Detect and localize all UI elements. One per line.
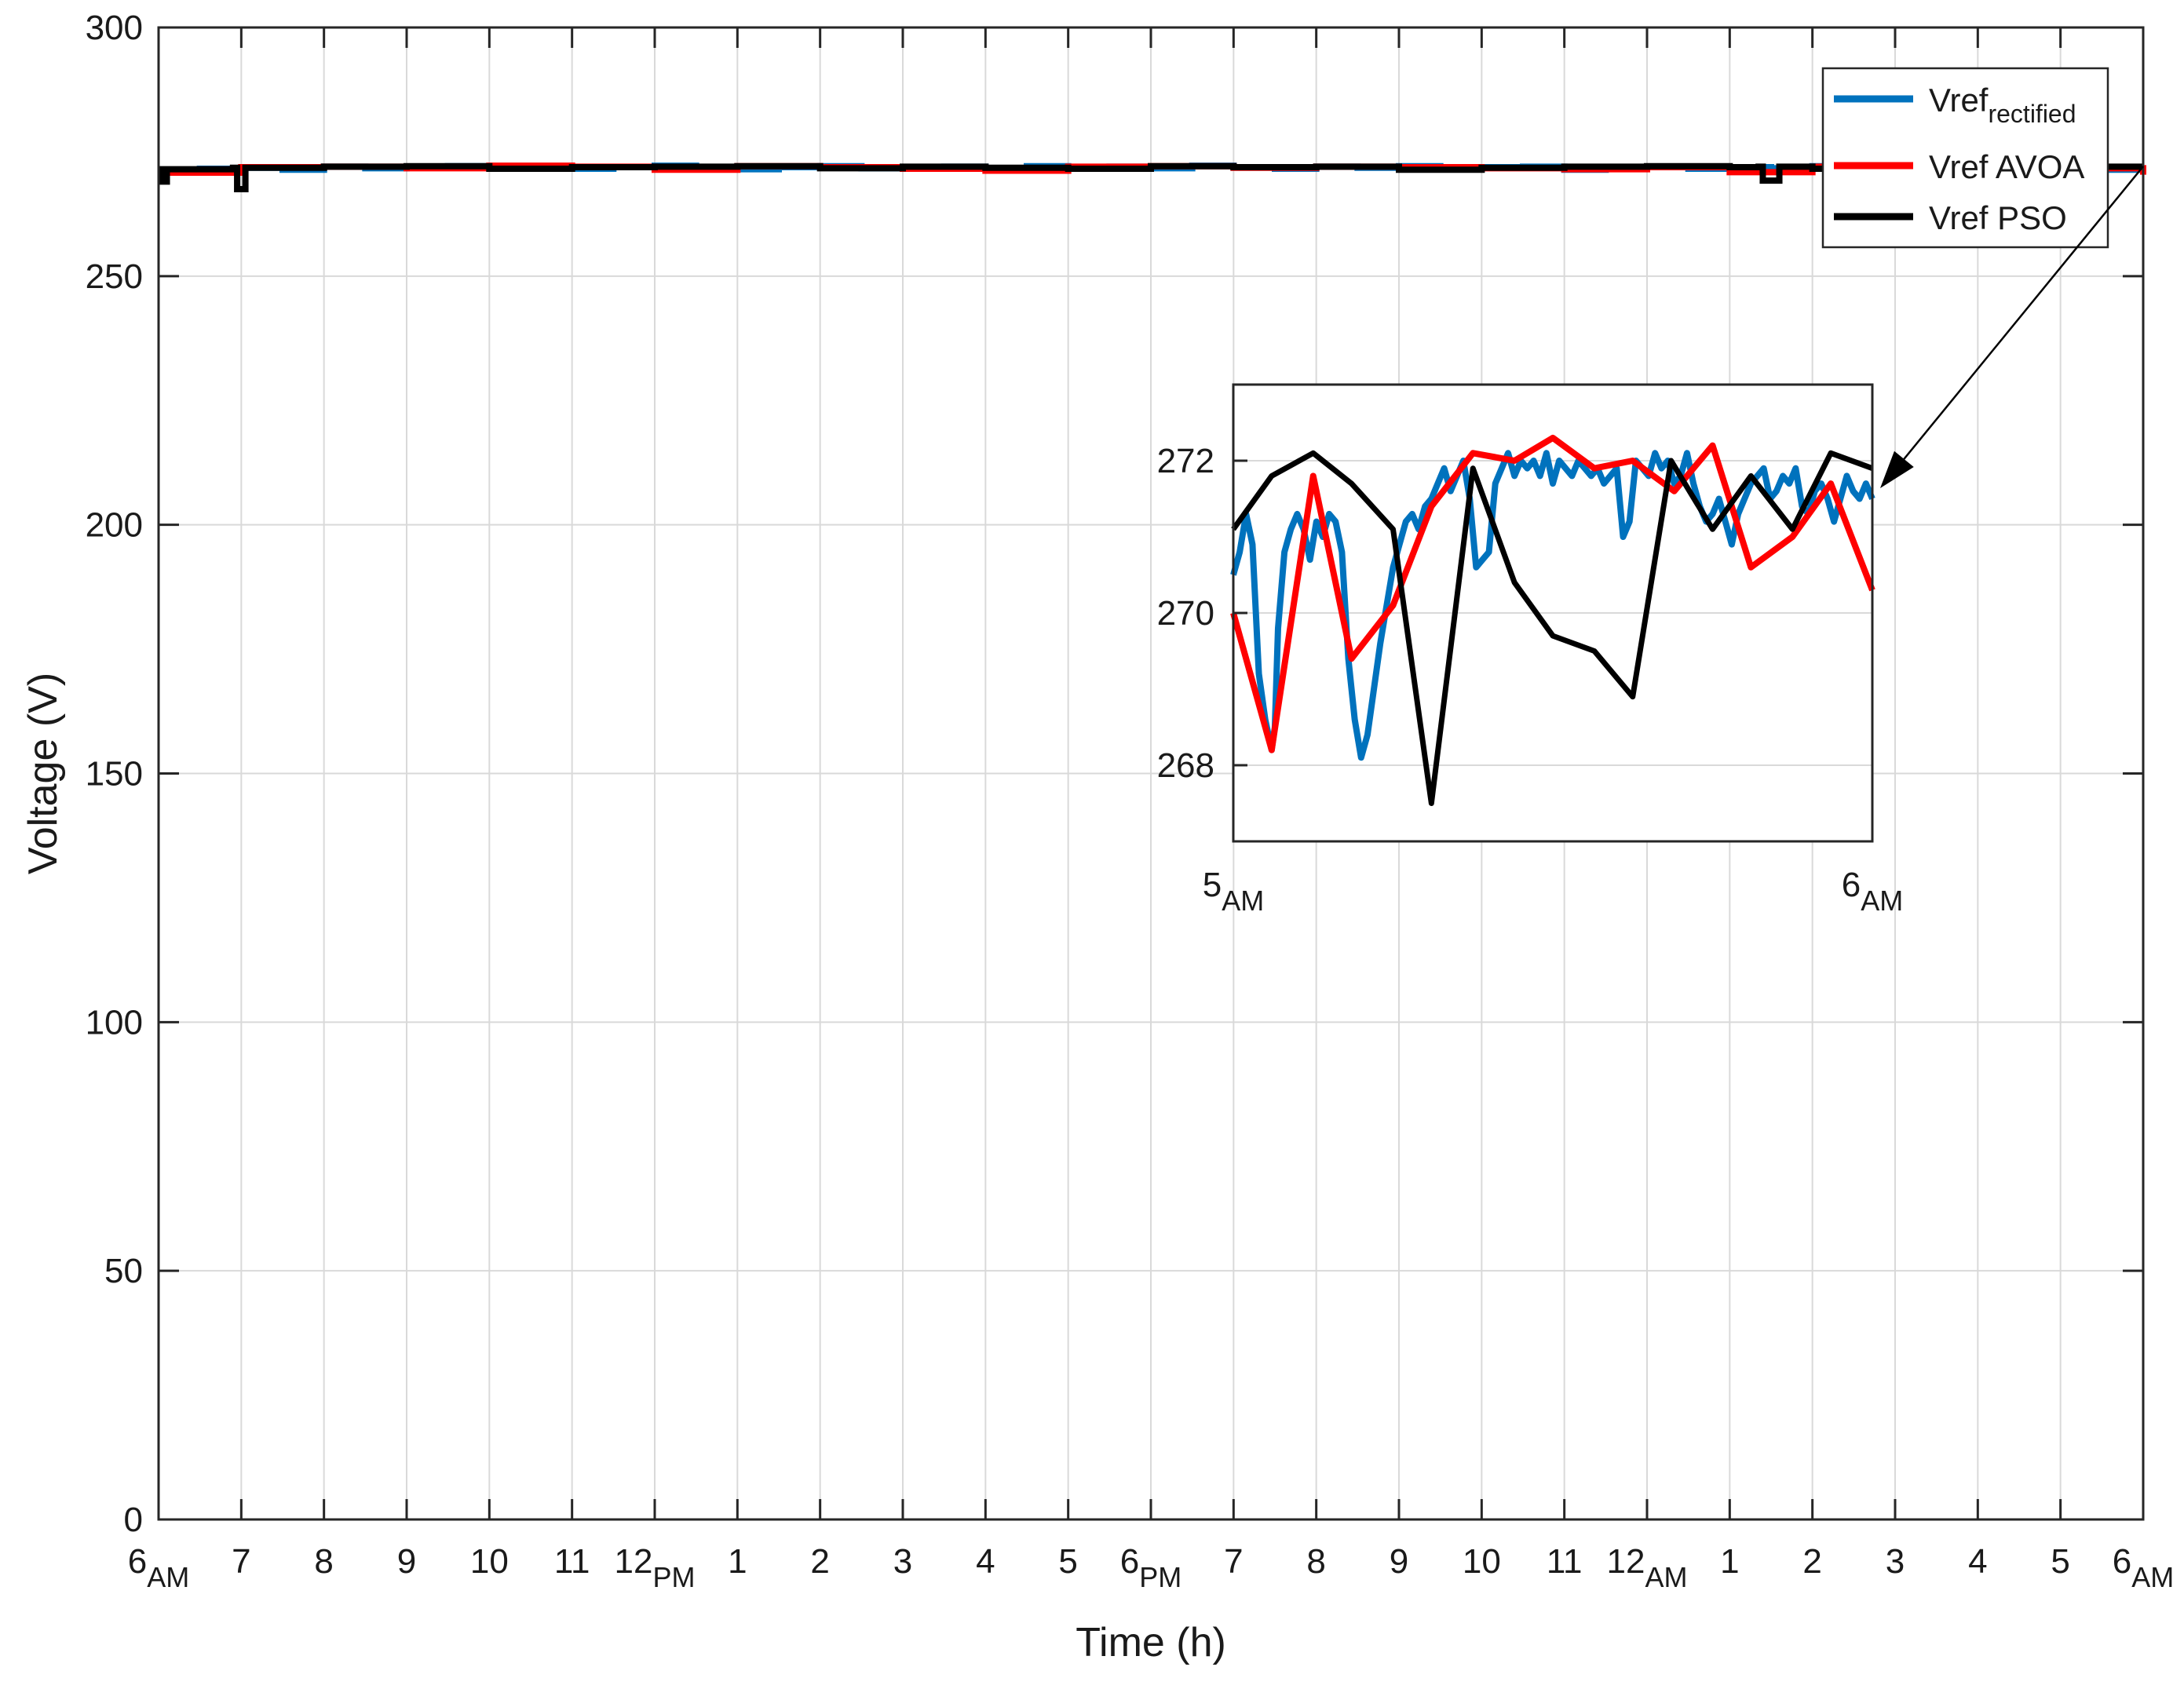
zoom-arrow-line bbox=[1894, 166, 2144, 472]
main-ticks: 6AM 7 8 9 10 11 12PM 1 2 3 4 5 6PM 7 8 9 10 11 12AM 1 2 3 4 5 6A… bbox=[86, 9, 2175, 1593]
inset-ticks: 268 270 272 5AM 6AM bbox=[1157, 442, 1904, 917]
inset-series-line-0 bbox=[1230, 450, 1875, 761]
x-tick-label: 7 bbox=[232, 1542, 250, 1581]
x-tick-label: 5 bbox=[1058, 1542, 1077, 1581]
x-tick-label: 12AM bbox=[1607, 1542, 1688, 1593]
x-tick-label: 1 bbox=[728, 1542, 747, 1581]
x-tick-label: 3 bbox=[1886, 1542, 1905, 1581]
inset-series-group bbox=[1230, 434, 1875, 806]
inset-y-tick-label: 268 bbox=[1157, 746, 1214, 785]
x-tick-label: 2 bbox=[1802, 1542, 1821, 1581]
inset-x-tick-label: 5AM bbox=[1203, 866, 1264, 917]
zoom-arrow-head bbox=[1880, 451, 1914, 488]
inset-x-tick-label: 6AM bbox=[1842, 866, 1903, 917]
inset-series-line-1 bbox=[1230, 434, 1875, 753]
x-tick-label: 6PM bbox=[1120, 1542, 1181, 1593]
main-series-line-2 bbox=[159, 162, 2143, 192]
y-tick-label: 50 bbox=[104, 1252, 143, 1290]
legend-label-pso: Vref PSO bbox=[1929, 199, 2067, 236]
inset-series-line-2 bbox=[1231, 450, 1874, 806]
x-tick-label: 6AM bbox=[2113, 1542, 2174, 1593]
legend-label-avoa: Vref AVOA bbox=[1929, 148, 2084, 185]
x-tick-label: 7 bbox=[1224, 1542, 1243, 1581]
y-tick-label: 150 bbox=[86, 755, 143, 793]
legend: Vrefrectified Vref AVOA Vref PSO bbox=[1821, 67, 2109, 249]
y-tick-label: 100 bbox=[86, 1003, 143, 1041]
x-axis-label: Time (h) bbox=[1076, 1620, 1226, 1665]
zoom-arrow bbox=[1880, 166, 2144, 488]
x-tick-label: 1 bbox=[1720, 1542, 1739, 1581]
y-axis-label: Voltage (V) bbox=[20, 673, 66, 874]
legend-label-rectified: Vrefrectified bbox=[1929, 82, 2076, 128]
x-tick-label: 10 bbox=[470, 1542, 509, 1581]
inset-y-tick-label: 270 bbox=[1157, 594, 1214, 633]
x-tick-label: 3 bbox=[893, 1542, 912, 1581]
main-series-group bbox=[159, 162, 2146, 192]
x-tick-label: 2 bbox=[810, 1542, 829, 1581]
y-tick-label: 250 bbox=[86, 257, 143, 296]
x-tick-label: 11 bbox=[1547, 1542, 1583, 1581]
x-tick-label: 11 bbox=[554, 1542, 590, 1581]
y-tick-label: 200 bbox=[86, 506, 143, 545]
zoom-inset: 268 270 272 5AM 6AM bbox=[1157, 383, 1904, 917]
x-tick-label: 4 bbox=[976, 1542, 995, 1581]
inset-y-tick-label: 272 bbox=[1157, 442, 1214, 480]
x-tick-label: 8 bbox=[1306, 1542, 1325, 1581]
x-tick-label: 9 bbox=[397, 1542, 416, 1581]
x-tick-label: 6AM bbox=[128, 1542, 189, 1593]
x-tick-label: 9 bbox=[1390, 1542, 1408, 1581]
y-tick-label: 0 bbox=[124, 1501, 143, 1539]
x-tick-label: 10 bbox=[1463, 1542, 1501, 1581]
x-tick-label: 5 bbox=[2051, 1542, 2069, 1581]
x-tick-label: 12PM bbox=[615, 1542, 696, 1593]
x-tick-label: 4 bbox=[1968, 1542, 1987, 1581]
x-tick-label: 8 bbox=[314, 1542, 333, 1581]
y-tick-label: 300 bbox=[86, 9, 143, 47]
